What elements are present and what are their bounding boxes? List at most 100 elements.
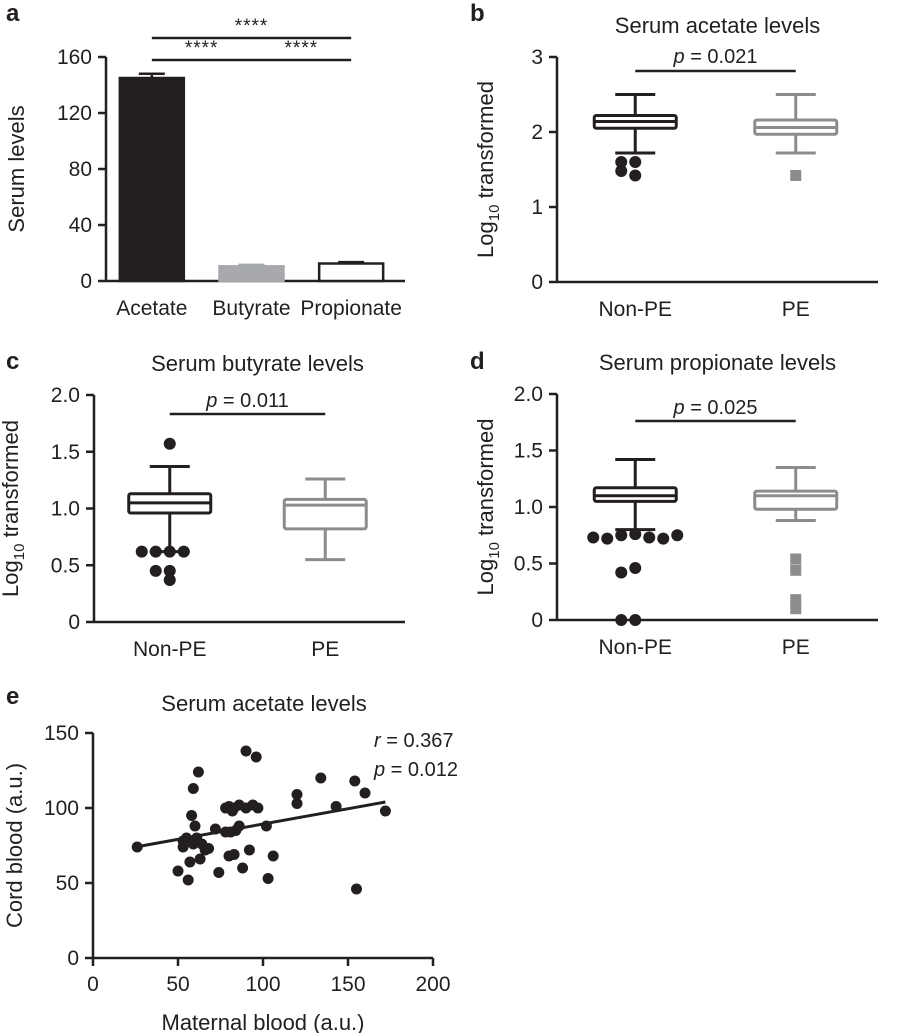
significance-label: ****: [185, 38, 219, 59]
y-tick-label: 40: [69, 214, 92, 237]
panel-d-box-plot: 0 0.5 1.0 1.5 2.0 Log10 transformed Serum prop…: [473, 350, 878, 659]
scatter-point: [192, 766, 204, 778]
x-tick-label: 50: [166, 973, 189, 996]
box-pe: [753, 465, 839, 615]
significance-label: ****: [285, 38, 319, 59]
box-non-pe: [587, 458, 684, 626]
pvalue-label-symbol: p: [673, 46, 685, 68]
outlier-point: [615, 614, 628, 626]
p-value-label-symbol: p: [373, 759, 385, 781]
p-value-label-value: = 0.012: [385, 759, 458, 781]
y-tick-label: 160: [57, 46, 92, 69]
outlier-point: [790, 564, 802, 576]
y-tick-label: 2.0: [514, 383, 543, 406]
outlier-point: [790, 603, 802, 615]
pvalue-label-symbol: p: [205, 390, 217, 412]
regression-line: [135, 800, 386, 849]
y-tick-label: 100: [44, 797, 79, 820]
y-tick-label: 1.0: [514, 496, 543, 519]
y-tick-label: 120: [57, 102, 92, 125]
scatter-point: [349, 775, 361, 787]
y-axis-title-main: Log: [473, 221, 498, 258]
x-tick-label: 150: [330, 973, 365, 996]
y-axis-title: Serum levels: [4, 105, 29, 232]
y-axis-title-subscript: 10: [486, 542, 503, 559]
pvalue-label-value: = 0.021: [685, 46, 758, 68]
x-category-label: PE: [311, 638, 339, 661]
pvalue-label: p = 0.025: [673, 397, 758, 419]
panel-letter-e: e: [6, 683, 19, 710]
outlier-point: [601, 532, 614, 545]
outlier-point: [615, 156, 628, 168]
pvalue-label-value: = 0.025: [685, 397, 758, 419]
box-non-pe: [127, 437, 213, 587]
y-axis-title: Log10 transformed: [0, 420, 28, 597]
r-value-label-value: = 0.367: [381, 730, 454, 752]
y-tick-label: 1.0: [51, 498, 80, 521]
panel-e-scatter-plot: 0 50 100 150 0 50 100 150 200 Serum acetate level…: [2, 691, 458, 1033]
y-tick-label: 0: [531, 609, 543, 632]
scatter-point: [351, 883, 362, 895]
r-value-label: r = 0.367: [374, 730, 454, 752]
scatter-point: [187, 783, 199, 794]
panel-letter-b: b: [470, 0, 485, 27]
r-value-label-symbol: r: [374, 730, 382, 752]
panel-letter-d: d: [470, 348, 485, 375]
outlier-point: [163, 545, 176, 558]
y-tick-label: 2.0: [51, 384, 80, 407]
x-category-label: Butyrate: [212, 297, 290, 320]
scatter-point: [172, 865, 184, 877]
scatter-point: [291, 789, 303, 800]
chart-title: Serum acetate levels: [615, 13, 820, 38]
y-axis-title-rest: transformed: [473, 81, 498, 205]
box-non-pe: [592, 93, 678, 182]
y-tick-label: 0: [531, 271, 543, 294]
y-tick-label: 1.5: [514, 440, 543, 463]
x-category-label: Non-PE: [598, 636, 672, 659]
outlier-point: [671, 529, 684, 542]
significance-label: ****: [235, 16, 269, 37]
x-tick-label: 200: [415, 973, 450, 996]
x-tick-label: 0: [87, 973, 99, 996]
outlier-point: [643, 531, 656, 544]
y-tick-label: 150: [44, 722, 79, 745]
y-axis-title-subscript: 10: [11, 544, 28, 561]
outlier-point: [790, 594, 802, 606]
scatter-point: [315, 772, 327, 784]
chart-title: Serum propionate levels: [599, 350, 836, 375]
y-tick-label: 1.5: [51, 441, 80, 464]
outlier-point: [615, 566, 628, 579]
y-tick-label: 80: [69, 158, 92, 181]
outlier-point: [790, 553, 802, 565]
outlier-point: [163, 564, 176, 577]
scatter-point: [291, 798, 303, 809]
scatter-point: [240, 745, 252, 757]
scatter-point: [203, 843, 215, 854]
y-tick-label: 0.5: [51, 554, 80, 577]
y-tick-label: 0: [80, 270, 92, 293]
chart-title: Serum butyrate levels: [151, 351, 364, 376]
bar-acetate: [118, 76, 186, 283]
outlier-point: [790, 170, 802, 181]
outlier-point: [615, 165, 628, 177]
outlier-point: [657, 532, 670, 545]
box-pe: [753, 93, 839, 181]
x-category-label: Non-PE: [598, 298, 672, 321]
panel-letter-a: a: [6, 0, 20, 27]
outlier-point: [163, 574, 176, 587]
outlier-point: [177, 545, 190, 558]
bar-butyrate: [218, 265, 285, 283]
y-axis-title-main: Log: [473, 559, 498, 596]
scatter-point: [243, 844, 255, 856]
outlier-point: [615, 529, 628, 542]
y-tick-label: 3: [531, 46, 543, 69]
scatter-point: [189, 820, 201, 832]
x-tick-label: 100: [245, 973, 280, 996]
pvalue-label: p = 0.011: [205, 390, 288, 412]
scatter-point: [182, 874, 194, 886]
p-value-label: p = 0.012: [373, 759, 458, 781]
x-category-label: Propionate: [300, 297, 402, 320]
outlier-point: [629, 614, 642, 626]
scatter-point: [359, 787, 371, 799]
